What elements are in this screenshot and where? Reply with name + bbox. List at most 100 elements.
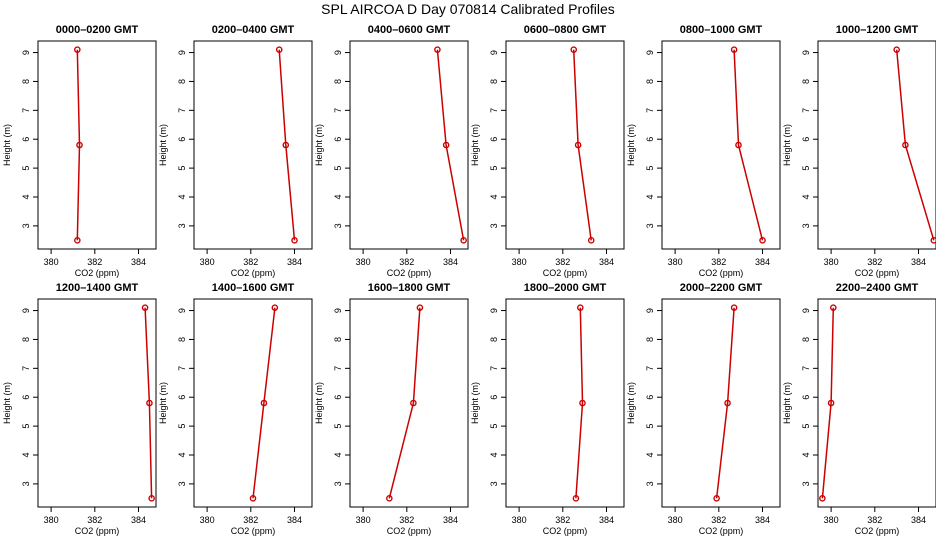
y-tick-label: 5 bbox=[801, 424, 811, 429]
y-axis-label: Height (m) bbox=[470, 124, 480, 166]
y-tick-label: 6 bbox=[645, 137, 655, 142]
y-tick-label: 9 bbox=[489, 308, 499, 313]
y-tick-label: 8 bbox=[801, 337, 811, 342]
y-tick-label: 6 bbox=[333, 395, 343, 400]
plot-frame bbox=[193, 298, 313, 508]
panel-title: 1400–1600 GMT bbox=[212, 282, 295, 294]
y-tick-label: 5 bbox=[177, 424, 187, 429]
data-point bbox=[570, 46, 578, 53]
profile-line bbox=[144, 307, 153, 499]
data-point bbox=[572, 495, 580, 502]
y-tick-label: 3 bbox=[645, 223, 655, 228]
data-point bbox=[713, 495, 720, 502]
x-axis-label: CO2 (ppm) bbox=[543, 268, 588, 278]
plot-frame bbox=[505, 298, 625, 508]
y-tick-label: 8 bbox=[489, 79, 499, 84]
y-tick-label: 8 bbox=[21, 79, 31, 84]
y-tick-label: 5 bbox=[21, 424, 31, 429]
y-tick-label: 3 bbox=[489, 223, 499, 228]
plot-frame bbox=[349, 298, 469, 508]
x-tick-label: 382 bbox=[867, 515, 882, 525]
y-tick-label: 9 bbox=[801, 308, 811, 313]
y-tick-label: 7 bbox=[489, 108, 499, 113]
y-axis-label: Height (m) bbox=[2, 124, 12, 166]
y-tick-label: 9 bbox=[177, 308, 187, 313]
data-point bbox=[141, 304, 149, 311]
y-tick-label: 5 bbox=[645, 166, 655, 171]
y-tick-label: 8 bbox=[489, 337, 499, 342]
data-point bbox=[574, 141, 582, 149]
x-tick-label: 382 bbox=[243, 257, 258, 267]
y-tick-label: 6 bbox=[801, 395, 811, 400]
x-axis-label: CO2 (ppm) bbox=[231, 268, 276, 278]
y-tick-label: 3 bbox=[801, 481, 811, 486]
y-tick-label: 3 bbox=[21, 223, 31, 228]
data-point bbox=[730, 304, 738, 311]
x-tick-label: 384 bbox=[443, 257, 458, 267]
y-tick-label: 8 bbox=[645, 79, 655, 84]
y-axis-label: Height (m) bbox=[158, 124, 168, 166]
y-tick-label: 4 bbox=[645, 452, 655, 457]
data-point bbox=[386, 495, 393, 502]
y-axis-label: Height (m) bbox=[782, 382, 792, 424]
x-axis-label: CO2 (ppm) bbox=[387, 526, 432, 536]
data-point bbox=[730, 46, 738, 53]
y-tick-label: 4 bbox=[489, 194, 499, 199]
plot-frame bbox=[349, 40, 469, 250]
y-tick-label: 5 bbox=[333, 424, 343, 429]
y-tick-label: 7 bbox=[801, 366, 811, 371]
figure-title: SPL AIRCOA D Day 070814 Calibrated Profi… bbox=[321, 1, 615, 17]
x-tick-label: 382 bbox=[399, 515, 414, 525]
plot-frame bbox=[193, 40, 313, 250]
y-tick-label: 4 bbox=[801, 194, 811, 199]
y-tick-label: 4 bbox=[21, 194, 31, 199]
y-tick-label: 4 bbox=[333, 194, 343, 199]
y-tick-label: 3 bbox=[21, 481, 31, 486]
x-tick-label: 380 bbox=[512, 257, 527, 267]
x-tick-label: 380 bbox=[824, 257, 839, 267]
panel-6: 1000–1200 GMT 380 382 384 CO2 (ppm) 3 4 5 6 7 8 9 He… bbox=[782, 24, 936, 278]
y-tick-label: 4 bbox=[177, 452, 187, 457]
x-axis-label: CO2 (ppm) bbox=[75, 268, 120, 278]
y-tick-label: 3 bbox=[177, 223, 187, 228]
y-tick-label: 4 bbox=[21, 452, 31, 457]
y-tick-label: 5 bbox=[489, 424, 499, 429]
panel-12: 2200–2400 GMT 380 382 384 CO2 (ppm) 3 4 5 6 7 8 9 He… bbox=[782, 282, 936, 536]
data-point bbox=[819, 495, 826, 502]
x-tick-label: 384 bbox=[911, 257, 926, 267]
profile-line bbox=[821, 307, 835, 499]
y-tick-label: 7 bbox=[801, 108, 811, 113]
y-axis-label: Height (m) bbox=[314, 382, 324, 424]
y-axis-label: Height (m) bbox=[314, 124, 324, 166]
data-point bbox=[893, 46, 900, 53]
panel-title: 0800–1000 GMT bbox=[680, 24, 763, 36]
x-tick-label: 382 bbox=[399, 257, 414, 267]
y-tick-label: 6 bbox=[489, 395, 499, 400]
data-point bbox=[587, 237, 595, 244]
y-tick-label: 7 bbox=[333, 366, 343, 371]
data-point bbox=[275, 46, 283, 53]
plot-frame bbox=[37, 298, 157, 508]
panel-7: 1200–1400 GMT 380 382 384 CO2 (ppm) 3 4 5 6 7 8 9 He… bbox=[2, 282, 157, 536]
y-axis-label: Height (m) bbox=[782, 124, 792, 166]
x-tick-label: 380 bbox=[200, 257, 215, 267]
x-tick-label: 380 bbox=[200, 515, 215, 525]
y-tick-label: 5 bbox=[21, 166, 31, 171]
y-tick-label: 9 bbox=[645, 308, 655, 313]
y-tick-label: 9 bbox=[21, 50, 31, 55]
panel-title: 0000–0200 GMT bbox=[56, 24, 139, 36]
y-tick-label: 8 bbox=[333, 79, 343, 84]
x-axis-label: CO2 (ppm) bbox=[855, 526, 900, 536]
x-tick-label: 382 bbox=[555, 515, 570, 525]
y-tick-label: 6 bbox=[801, 137, 811, 142]
panel-title: 2000–2200 GMT bbox=[680, 282, 763, 294]
y-tick-label: 5 bbox=[801, 166, 811, 171]
y-tick-label: 7 bbox=[177, 366, 187, 371]
x-tick-label: 382 bbox=[555, 257, 570, 267]
x-tick-label: 382 bbox=[711, 515, 726, 525]
plot-frame bbox=[37, 40, 157, 250]
data-point bbox=[249, 495, 257, 502]
x-tick-label: 384 bbox=[755, 257, 770, 267]
panel-2: 0200–0400 GMT 380 382 384 CO2 (ppm) 3 4 5 6 7 8 9 He… bbox=[158, 24, 313, 278]
